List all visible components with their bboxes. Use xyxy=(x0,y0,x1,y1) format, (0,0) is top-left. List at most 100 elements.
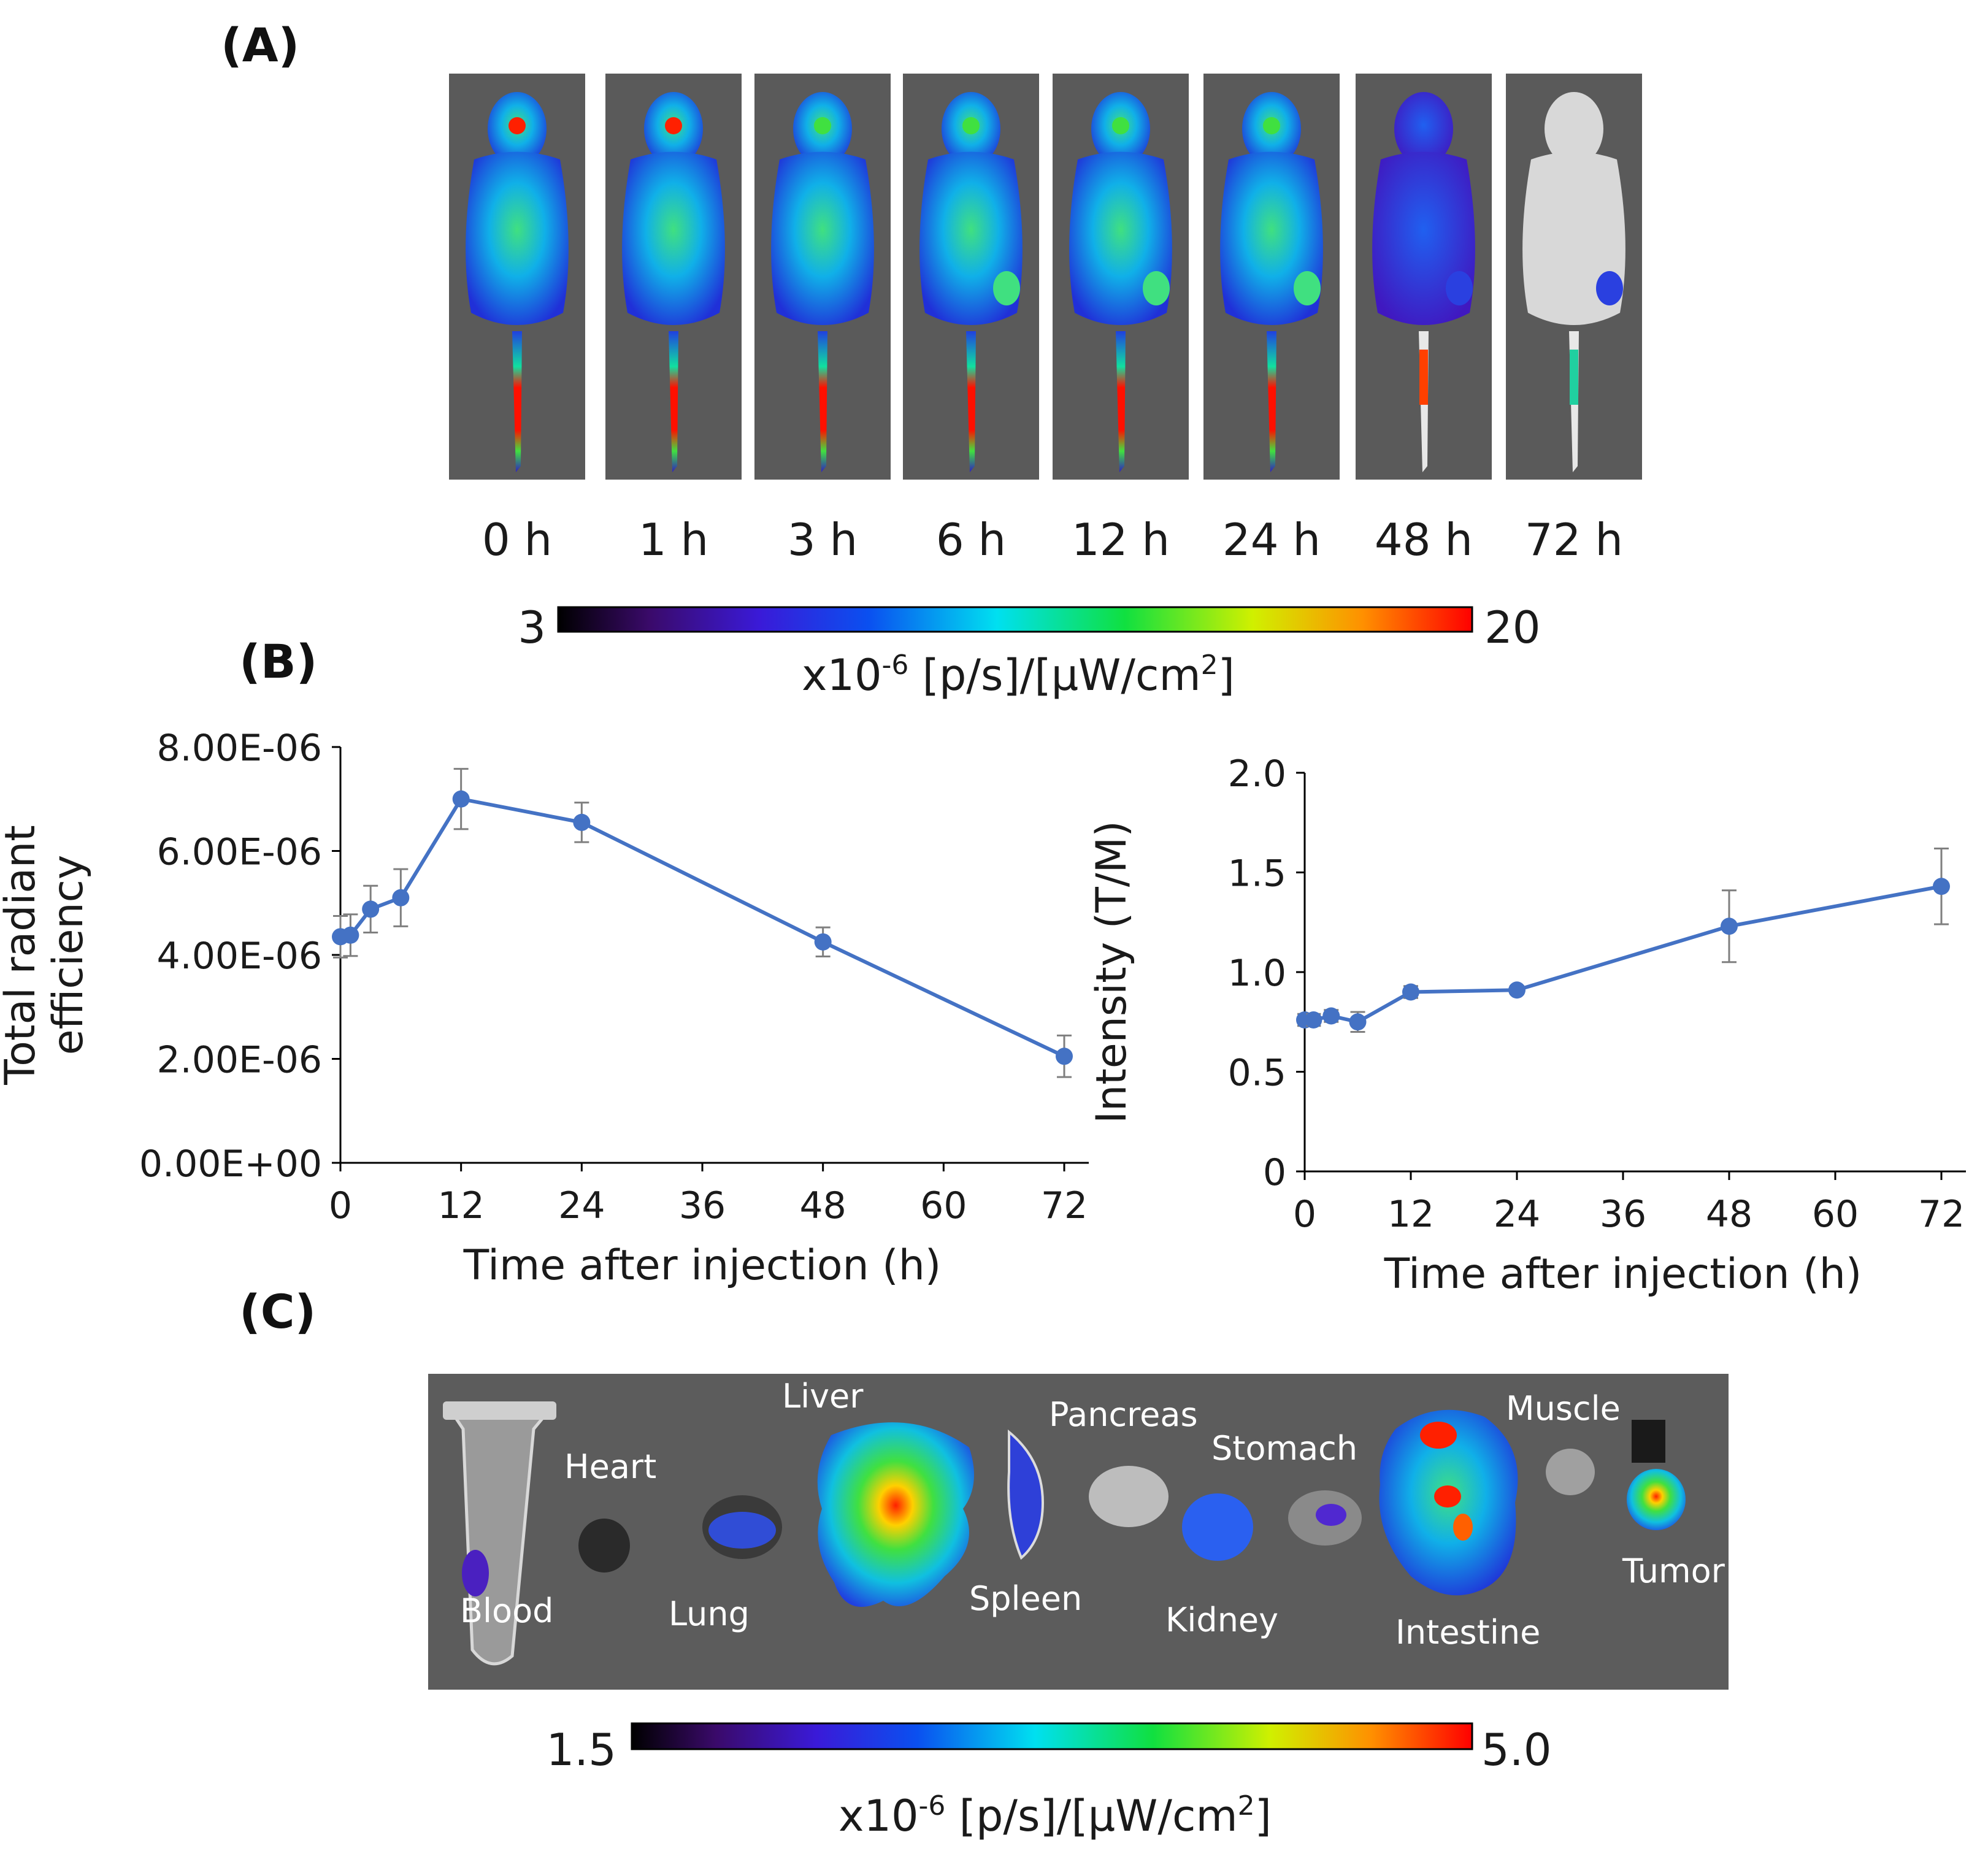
panel-label-b: (B) xyxy=(239,634,317,689)
panel-label-a: (A) xyxy=(221,18,299,72)
x-tick-label: 60 xyxy=(1812,1193,1859,1236)
y-axis-title: Total radiant xyxy=(0,825,45,1086)
organ-label-tumor: Tumor xyxy=(1622,1552,1725,1590)
x-tick-label: 48 xyxy=(1706,1193,1752,1236)
intestine-hotspot-2 xyxy=(1434,1485,1461,1508)
organ-image: Blood Heart Lung Liver Pancreas Spleen S… xyxy=(428,1374,1729,1690)
spleen-organ xyxy=(1007,1429,1045,1560)
mouse-tumor-signal xyxy=(993,271,1020,305)
organ-label-lung: Lung xyxy=(669,1595,750,1633)
series-line xyxy=(1305,884,1942,1024)
stomach-signal xyxy=(1316,1504,1346,1526)
mouse-body xyxy=(466,151,569,325)
data-point xyxy=(573,813,591,831)
blood-signal xyxy=(462,1550,489,1596)
colorbar-top-gradient xyxy=(557,606,1473,633)
y-tick-label: 2.00E-06 xyxy=(156,1039,322,1082)
mouse-tail xyxy=(966,331,976,472)
mouse-head-hotspot xyxy=(509,117,526,134)
x-axis-title: Time after injection (h) xyxy=(1384,1250,1862,1298)
liver-organ xyxy=(817,1422,974,1607)
data-point xyxy=(814,933,832,951)
mouse-image-strip xyxy=(449,74,1642,480)
mouse-tail xyxy=(512,331,522,472)
y-axis-title: Intensity (T/M) xyxy=(1088,821,1136,1124)
data-point xyxy=(392,889,410,906)
timepoint-label: 12 h xyxy=(1072,514,1170,565)
organ-label-muscle: Muscle xyxy=(1506,1389,1621,1428)
radiant-efficiency-chart: 0 12 24 36 48 60 72 0.00E+00 2.00E-06 4.00E-06 6.0… xyxy=(0,727,1089,1290)
mouse-image-5 xyxy=(1203,74,1340,480)
y-tick-label: 0.5 xyxy=(1228,1052,1286,1095)
mouse-tumor-signal xyxy=(1446,271,1473,305)
mouse-head-hotspot xyxy=(665,117,682,134)
organ-label-spleen: Spleen xyxy=(969,1579,1082,1618)
colorbar-top: 3 20 x10-6 [p/s]/[µW/cm2] xyxy=(518,602,1540,700)
organ-label-stomach: Stomach xyxy=(1211,1429,1357,1468)
timepoint-label: 0 h xyxy=(482,514,552,565)
mouse-tail xyxy=(669,331,678,472)
data-point xyxy=(1056,1048,1073,1065)
x-tick-label: 0 xyxy=(1293,1193,1316,1236)
data-point xyxy=(1305,1011,1322,1029)
x-tick-label: 12 xyxy=(1387,1193,1434,1236)
mouse-image-6 xyxy=(1356,74,1492,480)
data-point xyxy=(1508,981,1526,999)
data-point xyxy=(342,926,359,944)
x-tick-label: 36 xyxy=(1600,1193,1646,1236)
mouse-tail xyxy=(818,331,827,472)
intestine-hotspot-1 xyxy=(1420,1422,1457,1449)
organ-label-heart: Heart xyxy=(564,1447,656,1486)
x-tick-label: 0 xyxy=(329,1184,352,1227)
mouse-head-hotspot xyxy=(814,117,831,134)
organ-label-pancreas: Pancreas xyxy=(1049,1395,1198,1434)
mouse-tumor-signal xyxy=(1596,271,1623,305)
colorbar-bottom-max: 5.0 xyxy=(1481,1724,1552,1776)
mouse-image-1 xyxy=(605,74,742,480)
mouse-head-hotspot xyxy=(962,117,980,134)
mouse-image-2 xyxy=(754,74,891,480)
intestine-hotspot-3 xyxy=(1453,1514,1473,1541)
colorbar-bottom: 1.5 5.0 x10-6 [p/s]/[µW/cm2] xyxy=(546,1722,1552,1841)
x-tick-label: 24 xyxy=(558,1184,605,1227)
mouse-image-7 xyxy=(1506,74,1642,480)
timepoint-label: 6 h xyxy=(936,514,1006,565)
mouse-tumor-signal xyxy=(1143,271,1170,305)
mouse-tail xyxy=(1116,331,1126,472)
mouse-head xyxy=(1394,92,1453,166)
mouse-tail-signal xyxy=(1570,350,1578,405)
pancreas-organ xyxy=(1089,1466,1169,1527)
mouse-tail xyxy=(1267,331,1276,472)
y-tick-label: 1.5 xyxy=(1228,852,1286,895)
muscle-organ xyxy=(1546,1449,1595,1495)
y-tick-label: 2.0 xyxy=(1228,753,1286,795)
mouse-head xyxy=(1545,92,1603,166)
timepoint-labels: 0 h 1 h 3 h 6 h 12 h 24 h 48 h 72 h xyxy=(482,514,1623,565)
mouse-image-4 xyxy=(1053,74,1189,480)
mouse-image-0 xyxy=(449,74,585,480)
y-tick-label: 0.00E+00 xyxy=(139,1143,322,1186)
data-point xyxy=(1721,918,1738,935)
data-point xyxy=(1402,983,1419,1001)
x-tick-label: 24 xyxy=(1494,1193,1540,1236)
timepoint-label: 3 h xyxy=(788,514,858,565)
y-tick-label: 0 xyxy=(1263,1151,1286,1194)
colorbar-top-max: 20 xyxy=(1484,602,1541,653)
colorbar-bottom-min: 1.5 xyxy=(546,1724,616,1776)
colorbar-bottom-gradient xyxy=(631,1722,1473,1750)
timepoint-label: 24 h xyxy=(1222,514,1321,565)
lung-signal xyxy=(708,1512,776,1549)
mouse-head-hotspot xyxy=(1112,117,1129,134)
data-point xyxy=(362,900,380,918)
organ-label-blood: Blood xyxy=(460,1592,553,1630)
mouse-head-hotspot xyxy=(1263,117,1280,134)
data-point xyxy=(1349,1013,1367,1031)
timepoint-label: 48 h xyxy=(1375,514,1473,565)
colorbar-top-unit: x10-6 [p/s]/[µW/cm2] xyxy=(802,649,1235,700)
x-tick-label: 48 xyxy=(799,1184,846,1227)
series-line xyxy=(340,797,1065,1058)
tube-cap xyxy=(443,1401,556,1420)
x-tick-label: 60 xyxy=(920,1184,967,1227)
timepoint-label: 1 h xyxy=(639,514,708,565)
